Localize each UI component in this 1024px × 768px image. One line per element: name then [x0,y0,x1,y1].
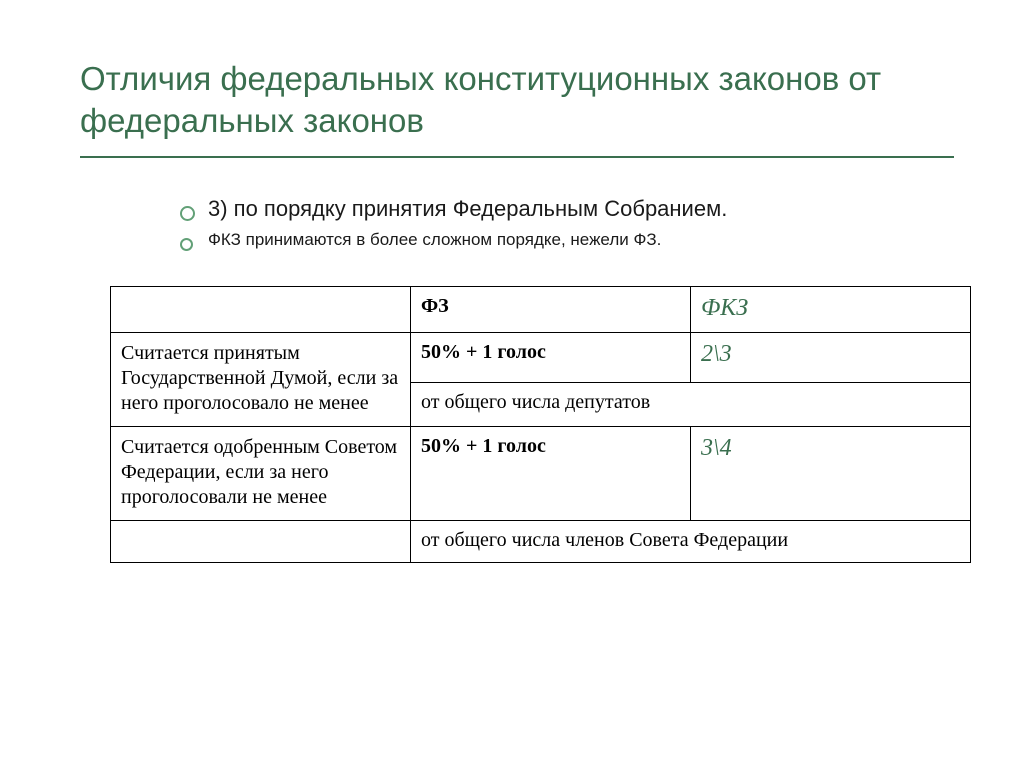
title-rule [80,156,954,158]
comparison-table: ФЗ ФКЗ Считается принятым Государственно… [110,286,971,563]
header-fkz: ФКЗ [691,287,971,333]
row2-fkz: 3\4 [691,427,971,521]
row2-blank [111,521,411,563]
header-blank [111,287,411,333]
table-row: Считается одобренным Советом Федерации, … [111,427,971,521]
row2-note: от общего числа членов Совета Федерации [411,521,971,563]
row1-note: от общего числа депутатов [411,382,971,427]
table-header-row: ФЗ ФКЗ [111,287,971,333]
slide-title: Отличия федеральных конституционных зако… [80,58,954,142]
header-fz: ФЗ [411,287,691,333]
row1-fkz: 2\3 [691,333,971,382]
row1-fz: 50% + 1 голос [411,333,691,382]
row1-label: Считается принятым Государственной Думой… [111,333,411,427]
row2-fz: 50% + 1 голос [411,427,691,521]
table-row: Считается принятым Государственной Думой… [111,333,971,382]
bullet-list: 3) по порядку принятия Федеральным Собра… [180,196,954,250]
slide: Отличия федеральных конституционных зако… [0,0,1024,768]
bullet-main: 3) по порядку принятия Федеральным Собра… [180,196,954,222]
table-row-note: от общего числа членов Совета Федерации [111,521,971,563]
bullet-sub: ФКЗ принимаются в более сложном порядке,… [180,230,954,250]
row2-label: Считается одобренным Советом Федерации, … [111,427,411,521]
